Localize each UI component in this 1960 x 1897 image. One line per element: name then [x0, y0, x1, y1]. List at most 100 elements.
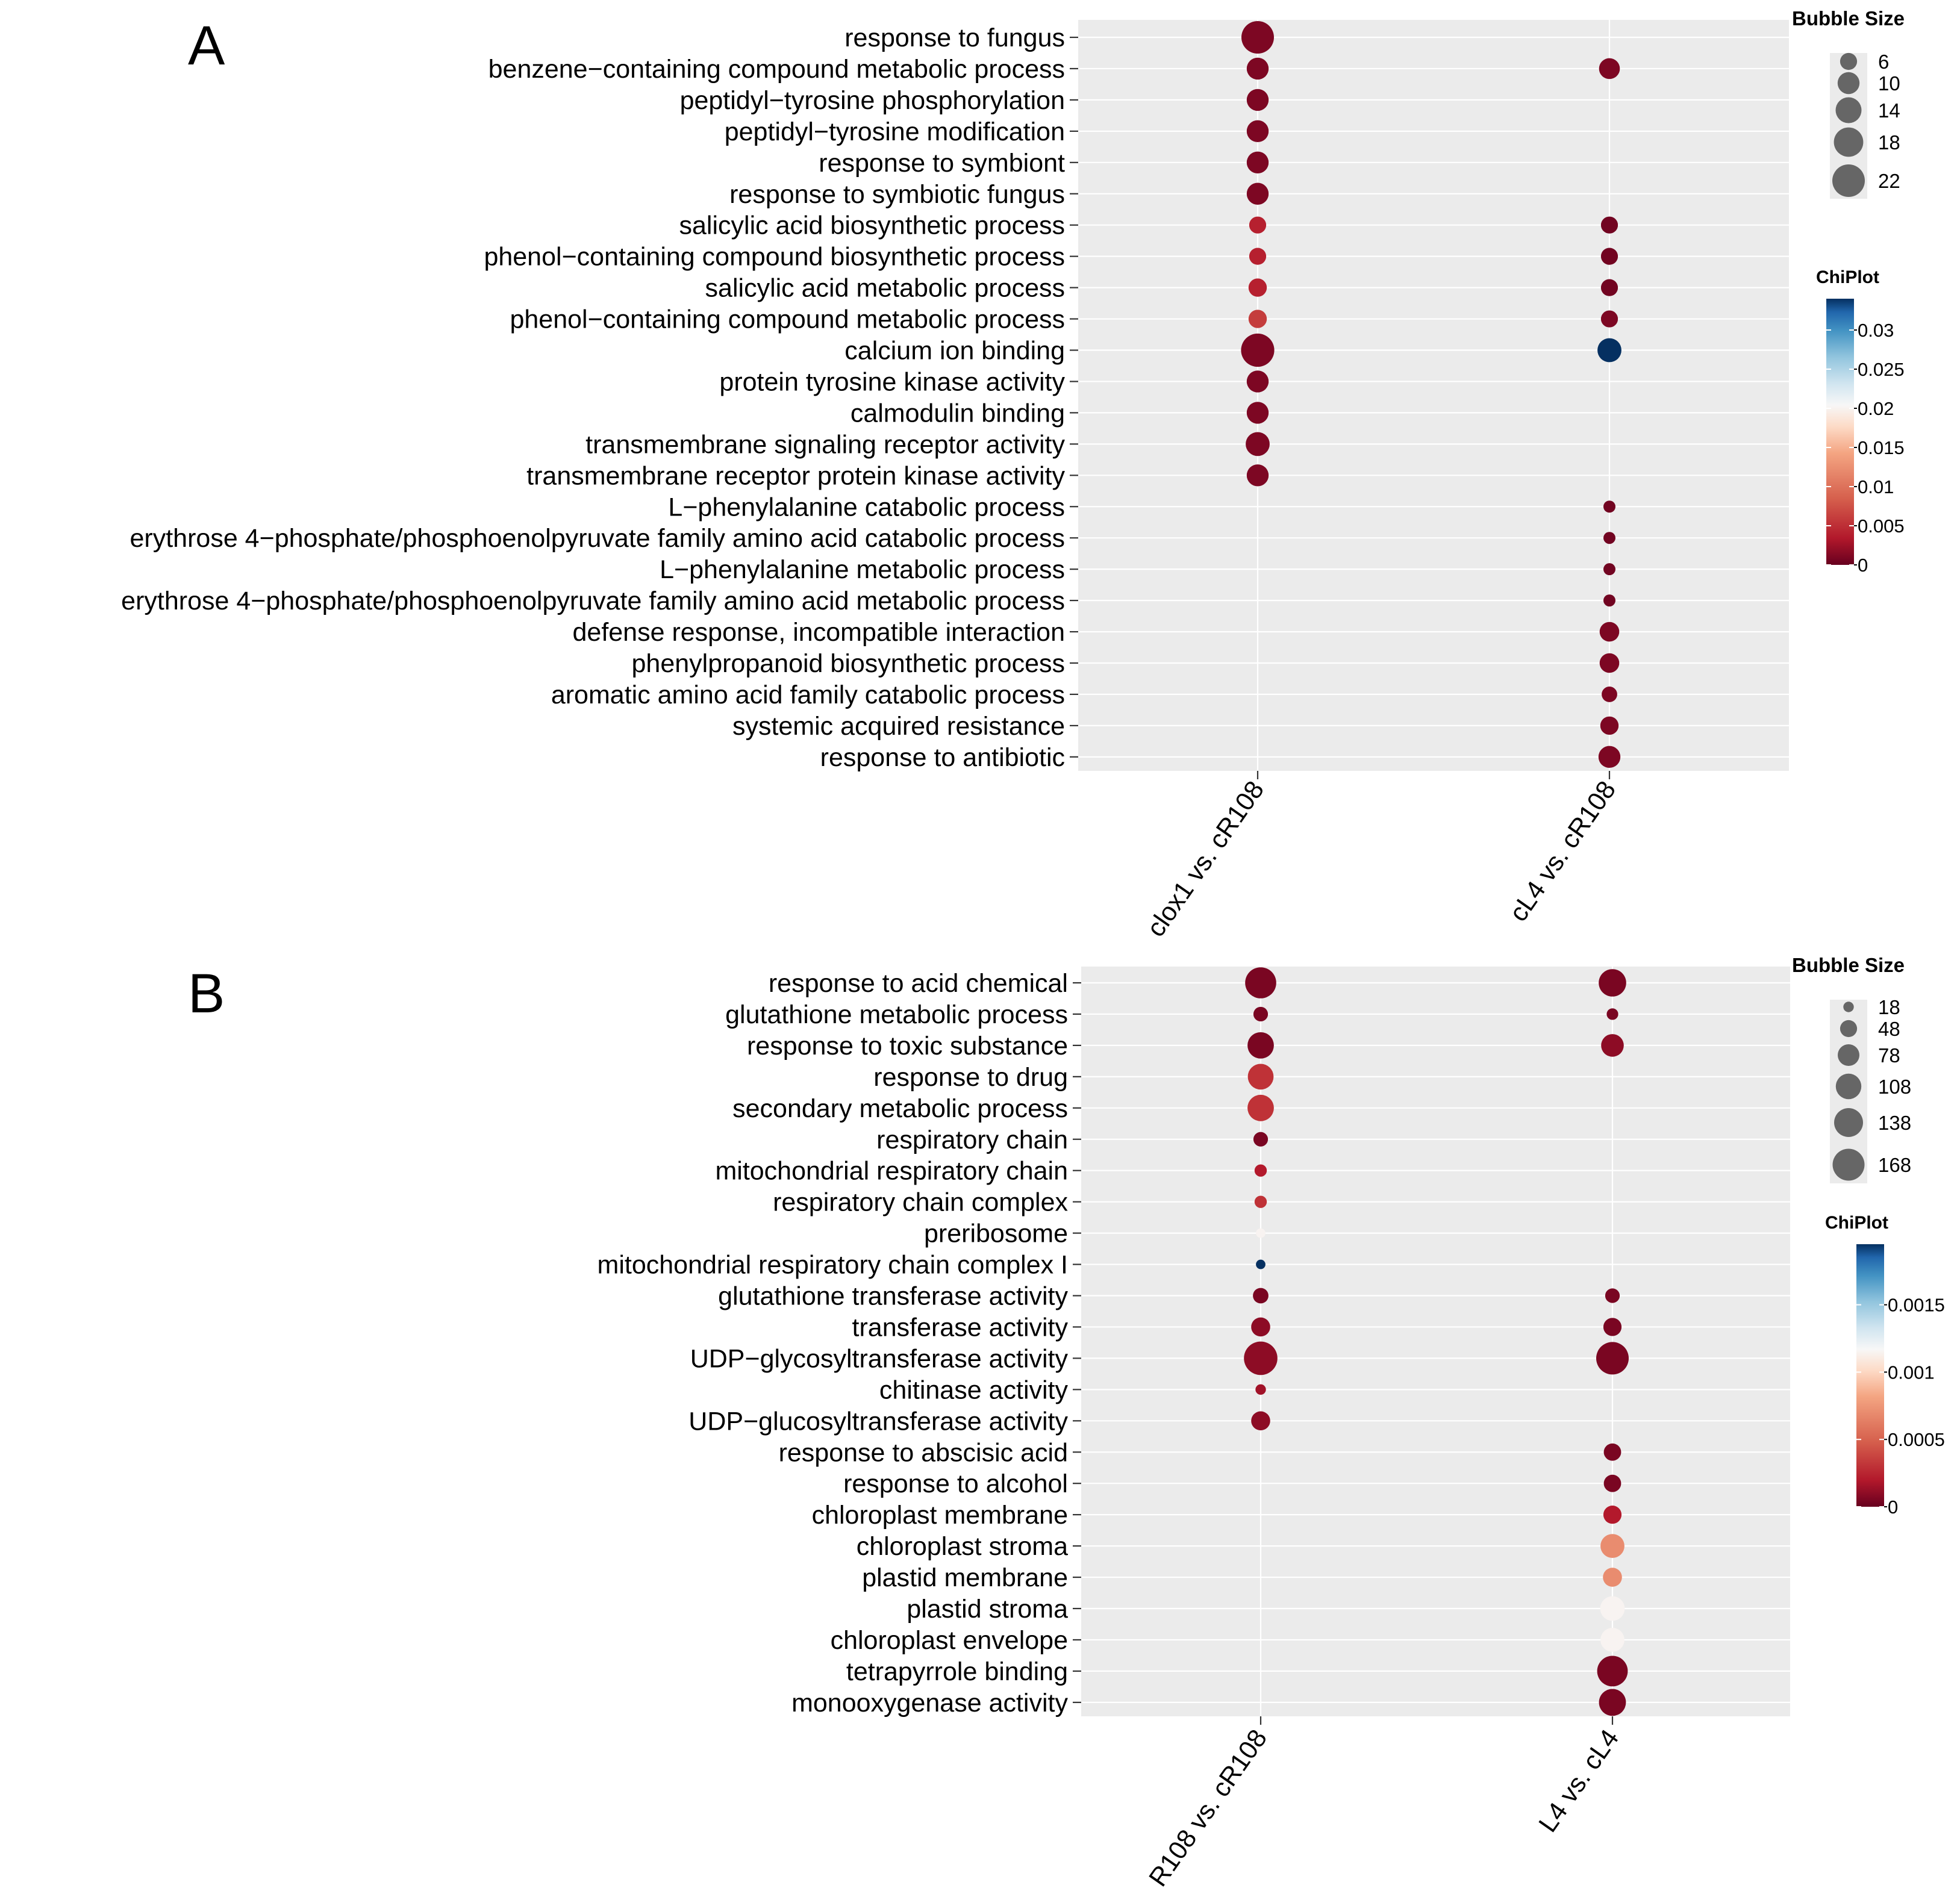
y-tick-label: respiratory chain	[876, 1126, 1068, 1154]
size-legend-label: 138	[1878, 1112, 1911, 1134]
bubble-l4-vs-cl4-0	[1599, 969, 1626, 997]
y-tick-label: response to alcohol	[843, 1469, 1068, 1498]
bubble-l4-vs-cl4-23	[1599, 1689, 1626, 1716]
bubble-r108-vs-cr108-0	[1245, 967, 1276, 998]
colorbar-tick-label: 0.015	[1858, 437, 1905, 458]
bubble-r108-vs-cr108-9	[1256, 1259, 1266, 1269]
colorbar-tick-label: 0.025	[1858, 359, 1905, 380]
size-legend-bubble	[1835, 1073, 1862, 1100]
colorbar-tick-label: 0.001	[1888, 1362, 1935, 1383]
size-legend-bubble	[1843, 1001, 1854, 1012]
y-tick-label: calmodulin binding	[850, 399, 1065, 428]
x-tick-label: clox1 vs. cR108	[1141, 776, 1270, 942]
color-legend-title: ChiPlot	[1816, 267, 1879, 287]
bubble-l4-vs-cl4-12	[1596, 1342, 1629, 1375]
y-tick-label: chitinase activity	[879, 1375, 1069, 1404]
size-legend-title: Bubble Size	[1792, 954, 1905, 976]
bubble-clox1-vs-cr108-3	[1246, 120, 1269, 143]
bubble-cl4-vs-cr108-23	[1598, 746, 1621, 768]
bubble-l4-vs-cl4-17	[1603, 1506, 1622, 1524]
y-tick-label: benzene−containing compound metabolic pr…	[488, 55, 1065, 84]
bubble-r108-vs-cr108-5	[1253, 1132, 1269, 1147]
y-tick-label: transferase activity	[852, 1313, 1069, 1342]
bubble-l4-vs-cl4-20	[1600, 1596, 1625, 1621]
y-tick-label: response to symbiont	[819, 149, 1065, 178]
y-tick-label: response to acid chemical	[769, 969, 1068, 998]
bubble-clox1-vs-cr108-1	[1246, 57, 1269, 80]
y-tick-label: phenol−containing compound metabolic pro…	[510, 305, 1065, 334]
y-tick-label: transmembrane receptor protein kinase ac…	[526, 461, 1065, 490]
y-tick-label: chloroplast membrane	[812, 1501, 1068, 1530]
y-tick-label: chloroplast envelope	[831, 1626, 1068, 1655]
bubble-r108-vs-cr108-3	[1247, 1064, 1274, 1090]
bubble-clox1-vs-cr108-10	[1241, 333, 1275, 367]
size-legend-bubble	[1840, 1020, 1858, 1038]
bubble-clox1-vs-cr108-6	[1249, 216, 1267, 234]
size-legend-bubble	[1837, 72, 1860, 95]
colorbar-tick-label: 0	[1858, 555, 1868, 576]
size-legend-label: 10	[1878, 72, 1900, 95]
bubble-r108-vs-cr108-10	[1253, 1288, 1269, 1304]
y-tick-label: systemic acquired resistance	[732, 712, 1065, 741]
y-tick-label: response to fungus	[844, 23, 1065, 52]
bubble-l4-vs-cl4-1	[1606, 1008, 1618, 1020]
bubble-cl4-vs-cr108-7	[1600, 248, 1618, 265]
size-legend-label: 18	[1878, 131, 1900, 154]
bubble-l4-vs-cl4-22	[1597, 1656, 1628, 1687]
bubble-cl4-vs-cr108-9	[1600, 310, 1618, 328]
panel-label-a: A	[188, 15, 225, 76]
colorbar-tick-label: 0.03	[1858, 320, 1894, 341]
size-legend-label: 18	[1878, 996, 1900, 1018]
y-tick-label: salicylic acid metabolic process	[705, 274, 1065, 303]
bubble-r108-vs-cr108-14	[1251, 1411, 1270, 1431]
bubble-clox1-vs-cr108-7	[1249, 248, 1267, 265]
y-tick-label: response to drug	[873, 1063, 1068, 1092]
size-legend-bubble	[1838, 1044, 1859, 1066]
bubble-l4-vs-cl4-18	[1600, 1534, 1624, 1559]
y-tick-label: transmembrane signaling receptor activit…	[585, 430, 1065, 459]
colorbar-tick-label: 0.0005	[1888, 1429, 1945, 1450]
colorbar	[1856, 1244, 1884, 1507]
size-legend-bubble	[1832, 164, 1865, 197]
bubble-cl4-vs-cr108-8	[1600, 279, 1618, 296]
y-tick-label: glutathione transferase activity	[718, 1282, 1068, 1311]
bubble-clox1-vs-cr108-9	[1248, 310, 1267, 328]
bubble-l4-vs-cl4-2	[1601, 1034, 1624, 1057]
y-tick-label: secondary metabolic process	[732, 1094, 1068, 1123]
colorbar	[1826, 299, 1854, 565]
bubble-r108-vs-cr108-2	[1247, 1032, 1274, 1059]
y-tick-label: response to antibiotic	[820, 743, 1065, 772]
bubble-cl4-vs-cr108-22	[1600, 716, 1619, 735]
bubble-cl4-vs-cr108-15	[1603, 500, 1615, 513]
bubble-l4-vs-cl4-16	[1603, 1474, 1621, 1492]
plot-panel-b	[1081, 967, 1790, 1716]
colorbar-tick-label: 0.0015	[1888, 1295, 1945, 1316]
bubble-l4-vs-cl4-15	[1603, 1443, 1621, 1461]
size-legend-label: 22	[1878, 170, 1900, 192]
size-legend-bubble	[1835, 97, 1862, 123]
bubble-cl4-vs-cr108-1	[1599, 58, 1620, 79]
size-legend-label: 6	[1878, 51, 1889, 73]
y-tick-label: tetrapyrrole binding	[846, 1657, 1068, 1686]
bubble-r108-vs-cr108-6	[1254, 1164, 1267, 1177]
bubble-cl4-vs-cr108-20	[1599, 653, 1620, 673]
size-legend-bubble	[1834, 127, 1864, 157]
panel-label-b: B	[188, 963, 225, 1024]
y-tick-label: UDP−glycosyltransferase activity	[690, 1344, 1069, 1373]
bubble-clox1-vs-cr108-2	[1246, 89, 1269, 111]
size-legend-label: 108	[1878, 1076, 1911, 1098]
colorbar-tick-label: 0	[1888, 1497, 1898, 1518]
bubble-l4-vs-cl4-19	[1603, 1568, 1622, 1587]
y-tick-label: L−phenylalanine metabolic process	[660, 555, 1065, 584]
bubble-clox1-vs-cr108-14	[1246, 464, 1269, 487]
y-tick-label: aromatic amino acid family catabolic pro…	[551, 681, 1065, 709]
y-tick-label: calcium ion binding	[844, 337, 1065, 366]
y-tick-label: preribosome	[924, 1220, 1068, 1248]
bubble-r108-vs-cr108-7	[1254, 1195, 1267, 1208]
bubble-l4-vs-cl4-11	[1603, 1318, 1622, 1336]
bubble-cl4-vs-cr108-6	[1600, 216, 1618, 234]
x-tick-label: R108 vs. cR108	[1143, 1724, 1273, 1892]
size-legend-bubble	[1832, 1148, 1865, 1181]
size-legend-label: 78	[1878, 1044, 1900, 1067]
size-legend-label: 48	[1878, 1018, 1900, 1040]
